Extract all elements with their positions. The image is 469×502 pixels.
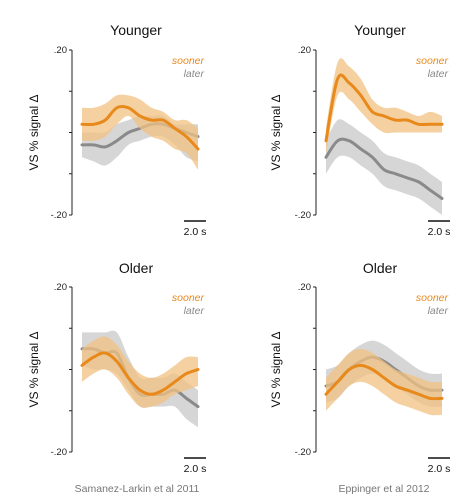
y-axis-label: VS % signal Δ	[269, 331, 283, 407]
legend-sooner: sooner	[172, 292, 205, 304]
panel-title: Older	[119, 260, 154, 276]
legend-later: later	[184, 68, 205, 80]
legend-sooner: sooner	[416, 292, 449, 304]
legend-later: later	[428, 68, 449, 80]
source-caption: Samanez-Larkin et al 2011	[75, 483, 200, 495]
y-tick-label: .20	[54, 282, 67, 293]
sooner-series-line	[80, 351, 200, 396]
time-scale-label: 2.0 s	[428, 226, 451, 238]
time-scale-label: 2.0 s	[428, 463, 451, 475]
sooner-ci-band	[326, 58, 442, 154]
sooner-series-line	[324, 73, 444, 143]
y-tick-label: .20	[298, 282, 311, 293]
y-axis-label: VS % signal Δ	[27, 94, 41, 170]
y-tick-label: -.20	[295, 447, 311, 458]
panel-title: Older	[363, 260, 398, 276]
y-tick-label: .20	[298, 45, 311, 56]
y-tick-label: .20	[54, 45, 67, 56]
y-tick-label: -.20	[51, 447, 67, 458]
source-caption: Eppinger et al 2012	[338, 483, 429, 495]
time-scale-label: 2.0 s	[184, 226, 207, 238]
later-ci-band	[326, 119, 442, 215]
time-scale-label: 2.0 s	[184, 463, 207, 475]
later-series-line	[324, 137, 444, 200]
y-tick-label: -.20	[295, 210, 311, 221]
sooner-series-line	[324, 363, 444, 401]
legend-later: later	[184, 305, 205, 317]
legend-sooner: sooner	[172, 55, 205, 67]
sooner-series-line	[80, 104, 200, 151]
panel-title: Younger	[110, 22, 162, 38]
legend-later: later	[428, 305, 449, 317]
y-axis-label: VS % signal Δ	[27, 331, 41, 407]
legend-sooner: sooner	[416, 55, 449, 67]
y-axis-label: VS % signal Δ	[269, 94, 283, 170]
y-tick-label: -.20	[51, 210, 67, 221]
panel-title: Younger	[354, 22, 406, 38]
